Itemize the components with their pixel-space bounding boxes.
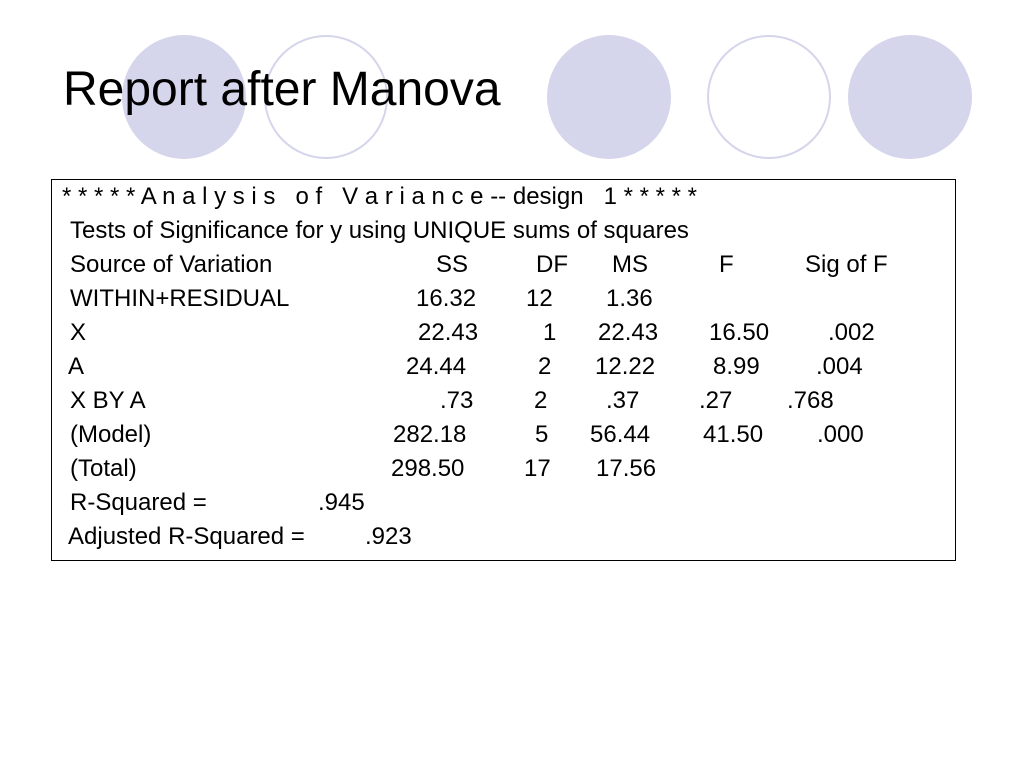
row-ss: 282.18 [393, 421, 467, 448]
row-source: (Model) [70, 421, 152, 448]
row-df: 5 [535, 421, 549, 448]
row-sig: .004 [816, 353, 863, 380]
row-df: 17 [524, 455, 551, 482]
row-ms: 17.56 [596, 455, 657, 482]
row-f: 8.99 [713, 353, 760, 380]
row-ss: 22.43 [418, 319, 479, 346]
report-header-line: * * * * * A n a l y s i s o f V a r i a … [62, 183, 697, 210]
row-ms: 56.44 [590, 421, 651, 448]
anova-report-box: * * * * * A n a l y s i s o f V a r i a … [51, 179, 956, 561]
row-source: WITHIN+RESIDUAL [70, 285, 290, 312]
report-tests-line: Tests of Significance for y using UNIQUE… [70, 217, 689, 244]
row-f: 16.50 [709, 319, 770, 346]
column-header-source: Source of Variation [70, 251, 273, 278]
row-source: (Total) [70, 455, 137, 482]
column-header-df: DF [536, 251, 568, 278]
row-f: .27 [699, 387, 733, 414]
row-ms: .37 [606, 387, 640, 414]
decorative-circle-filled [547, 35, 671, 159]
row-ss: 24.44 [406, 353, 467, 380]
row-source: X [70, 319, 87, 346]
row-df: 1 [543, 319, 557, 346]
row-sig: .768 [787, 387, 834, 414]
row-ms: 12.22 [595, 353, 656, 380]
row-ss: .73 [440, 387, 474, 414]
column-header-ms: MS [612, 251, 648, 278]
decorative-circle-outline [264, 35, 388, 159]
row-ms: 22.43 [598, 319, 659, 346]
row-source: A [68, 353, 85, 380]
r-squared-label: R-Squared = [70, 489, 207, 516]
slide-title: Report after Manova [63, 63, 501, 116]
row-sig: .000 [817, 421, 864, 448]
row-df: 12 [526, 285, 553, 312]
adjusted-r-squared-label: Adjusted R-Squared = [68, 523, 305, 550]
column-header-f: F [719, 251, 734, 278]
column-header-sig: Sig of F [805, 251, 888, 278]
column-header-ss: SS [436, 251, 469, 278]
decorative-circle-outline [707, 35, 831, 159]
row-sig: .002 [828, 319, 875, 346]
row-ss: 298.50 [391, 455, 465, 482]
decorative-circle-filled [122, 35, 246, 159]
row-df: 2 [534, 387, 548, 414]
decorative-circle-filled [848, 35, 972, 159]
row-ss: 16.32 [416, 285, 477, 312]
row-f: 41.50 [703, 421, 764, 448]
r-squared-value: .945 [318, 489, 365, 516]
row-df: 2 [538, 353, 552, 380]
adjusted-r-squared-value: .923 [365, 523, 412, 550]
row-ms: 1.36 [606, 285, 653, 312]
row-source: X BY A [70, 387, 146, 414]
